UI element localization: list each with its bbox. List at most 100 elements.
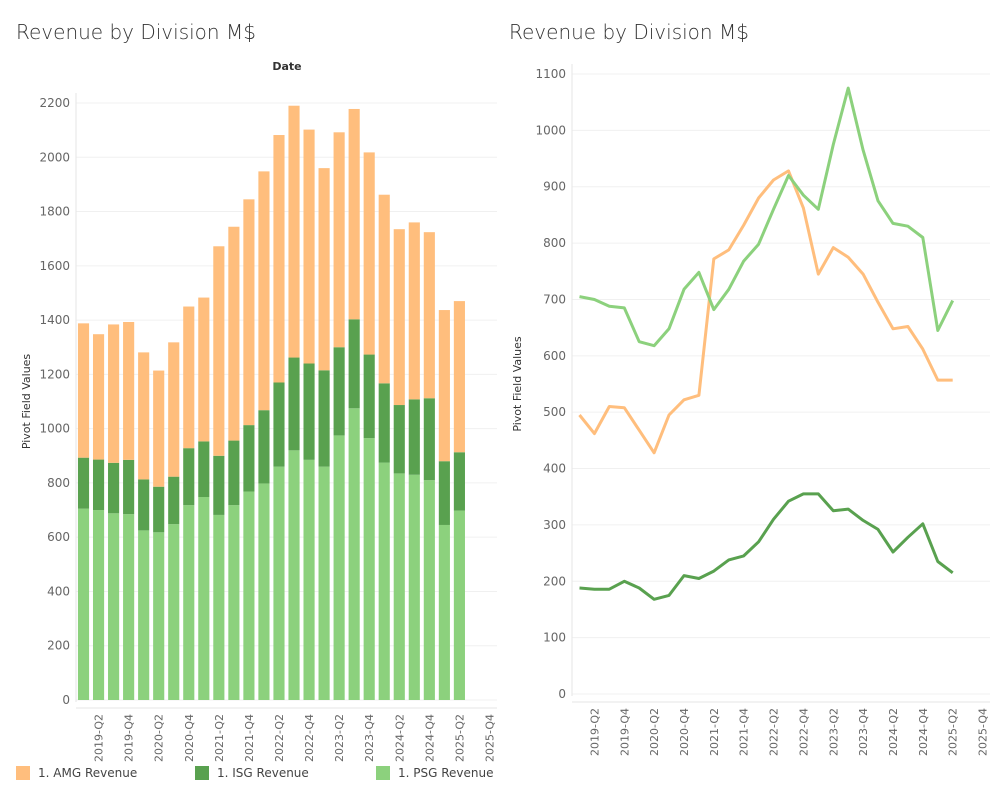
bar-psg-2022-Q2 — [273, 466, 285, 700]
left-chart-title: Revenue by Division M$ — [16, 20, 256, 44]
right-x-tick-label: 2025-Q2 — [947, 708, 960, 756]
bar-psg-2025-Q1 — [438, 524, 450, 700]
bar-amg-2024-Q2 — [393, 229, 405, 406]
bar-amg-2020-Q3 — [168, 342, 180, 477]
bar-psg-2019-Q1 — [77, 508, 90, 700]
bar-isg-2021-Q1 — [198, 441, 210, 498]
bar-isg-2025-Q2 — [453, 452, 465, 511]
bar-amg-2020-Q4 — [183, 306, 195, 449]
bar-isg-2022-Q3 — [288, 357, 300, 451]
bar-psg-2024-Q4 — [423, 480, 435, 700]
psg-swatch — [376, 766, 390, 780]
right-x-tick-label: 2024-Q2 — [887, 708, 900, 756]
bar-psg-2022-Q3 — [288, 450, 300, 700]
bar-amg-2019-Q3 — [108, 324, 120, 463]
right-x-tick-label: 2024-Q4 — [917, 708, 930, 756]
left-x-tick-label: 2020-Q4 — [183, 714, 196, 762]
bar-isg-2024-Q4 — [423, 398, 435, 481]
left-x-tick-label: 2022-Q4 — [303, 714, 316, 762]
bar-isg-2020-Q1 — [138, 479, 150, 531]
bar-psg-2022-Q1 — [258, 483, 270, 700]
right-x-tick-label: 2021-Q2 — [708, 708, 721, 756]
bar-isg-2023-Q1 — [318, 370, 330, 467]
right-x-tick-label: 2020-Q4 — [678, 708, 691, 756]
bar-isg-2021-Q2 — [213, 455, 225, 515]
line-psg — [579, 86, 955, 348]
bar-isg-2023-Q2 — [333, 347, 345, 436]
bar-amg-2021-Q1 — [198, 297, 210, 442]
left-y-tick-label: 2200 — [39, 96, 70, 110]
left-x-tick-label: 2019-Q2 — [93, 714, 106, 762]
bar-psg-2023-Q3 — [348, 408, 360, 700]
left-y-axis-title: Pivot Field Values — [20, 354, 33, 450]
bar-psg-2023-Q2 — [333, 435, 345, 700]
bar-amg-2022-Q4 — [303, 129, 315, 364]
left-x-tick-label: 2020-Q2 — [153, 714, 166, 762]
right-x-tick-label: 2025-Q4 — [977, 708, 990, 756]
legend-label-psg: 1. PSG Revenue — [398, 766, 494, 780]
bar-psg-2021-Q2 — [213, 514, 225, 700]
bar-isg-2022-Q4 — [303, 363, 315, 460]
right-y-tick-label: 200 — [543, 574, 566, 588]
bar-psg-2020-Q1 — [138, 530, 150, 700]
right-x-tick-label: 2022-Q2 — [768, 708, 781, 756]
bar-psg-2024-Q3 — [408, 474, 420, 700]
bar-isg-2023-Q4 — [363, 354, 375, 439]
right-y-tick-label: 600 — [543, 349, 566, 363]
bar-amg-2024-Q3 — [408, 222, 420, 400]
right-y-axis-title: Pivot Field Values — [511, 336, 524, 432]
bar-psg-2019-Q2 — [92, 510, 105, 700]
right-y-tick-label: 300 — [543, 518, 566, 532]
right-y-tick-label: 400 — [543, 462, 566, 476]
legend-item-isg[interactable]: 1. ISG Revenue — [195, 766, 309, 780]
isg-swatch — [195, 766, 209, 780]
left-header-date: Date — [272, 60, 301, 73]
legend-item-amg[interactable]: 1. AMG Revenue — [16, 766, 137, 780]
bar-amg-2024-Q4 — [423, 232, 435, 399]
legend-item-psg[interactable]: 1. PSG Revenue — [376, 766, 494, 780]
bar-isg-2019-Q2 — [92, 459, 105, 511]
bar-amg-2019-Q2 — [92, 334, 105, 460]
left-x-tick-label: 2021-Q4 — [243, 714, 256, 762]
right-x-tick-label: 2023-Q4 — [857, 708, 870, 756]
bar-isg-2021-Q4 — [243, 425, 255, 492]
bar-amg-2022-Q1 — [258, 171, 270, 411]
left-x-tick-label: 2025-Q2 — [453, 714, 466, 762]
right-y-tick-label: 800 — [543, 236, 566, 250]
left-y-tick-label: 400 — [47, 584, 70, 598]
bar-amg-2020-Q1 — [138, 352, 150, 480]
left-y-tick-label: 1200 — [39, 367, 70, 381]
amg-swatch — [16, 766, 30, 780]
left-x-tick-label: 2021-Q2 — [213, 714, 226, 762]
bar-amg-2022-Q3 — [288, 105, 300, 358]
left-y-tick-label: 1000 — [39, 422, 70, 436]
bar-isg-2019-Q1 — [77, 457, 90, 509]
bar-amg-2023-Q3 — [348, 108, 360, 320]
bar-amg-2023-Q2 — [333, 132, 345, 348]
right-x-tick-label: 2020-Q2 — [648, 708, 661, 756]
bar-isg-2021-Q3 — [228, 440, 240, 506]
bar-amg-2019-Q1 — [77, 323, 90, 458]
bar-isg-2020-Q2 — [153, 486, 165, 533]
bar-isg-2024-Q2 — [393, 405, 405, 474]
right-y-tick-label: 0 — [558, 687, 566, 701]
left-y-tick-label: 200 — [47, 639, 70, 653]
bar-psg-2023-Q4 — [363, 438, 375, 700]
bar-psg-2020-Q3 — [168, 524, 180, 700]
bar-amg-2024-Q1 — [378, 194, 390, 384]
bar-isg-2020-Q4 — [183, 448, 195, 506]
left-x-tick-label: 2025-Q4 — [483, 714, 496, 762]
bar-isg-2024-Q1 — [378, 383, 390, 463]
right-x-tick-label: 2021-Q4 — [738, 708, 751, 756]
left-y-tick-label: 0 — [62, 693, 70, 707]
left-y-tick-label: 1800 — [39, 205, 70, 219]
bar-psg-2020-Q4 — [183, 505, 195, 700]
left-x-tick-label: 2024-Q4 — [423, 714, 436, 762]
bar-psg-2024-Q2 — [393, 473, 405, 700]
right-x-tick-label: 2019-Q2 — [588, 708, 601, 756]
bar-psg-2022-Q4 — [303, 459, 315, 700]
left-y-tick-label: 1600 — [39, 259, 70, 273]
bar-psg-2019-Q4 — [123, 514, 135, 700]
bar-isg-2024-Q3 — [408, 399, 420, 475]
right-x-tick-label: 2019-Q4 — [618, 708, 631, 756]
